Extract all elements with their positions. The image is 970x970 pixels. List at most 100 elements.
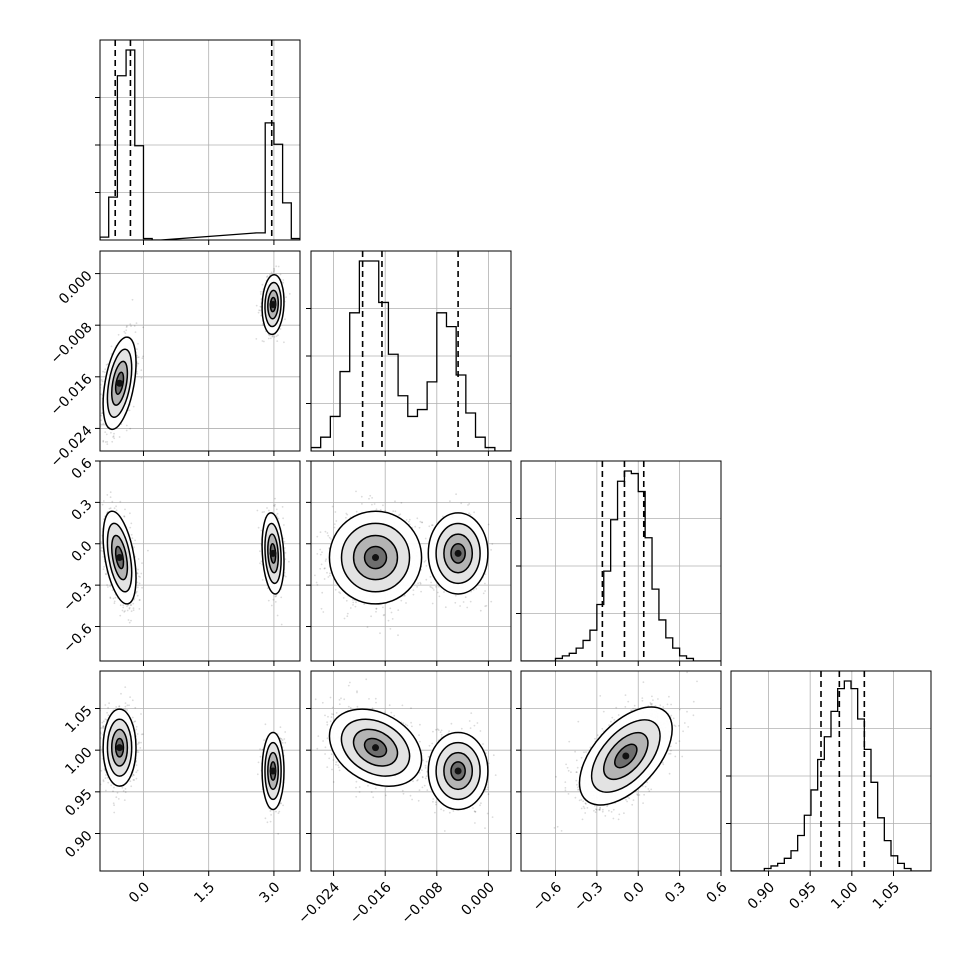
scatter-point <box>438 595 441 598</box>
scatter-point <box>106 363 109 366</box>
density-peak <box>269 549 277 557</box>
scatter-point <box>106 441 109 443</box>
scatter-point <box>430 586 433 589</box>
scatter-point <box>352 601 355 604</box>
scatter-point <box>273 336 276 338</box>
scatter-point <box>102 556 105 558</box>
scatter-point <box>363 603 366 606</box>
scatter-point <box>273 267 275 270</box>
scatter-point <box>384 509 387 512</box>
scatter-point <box>428 525 431 528</box>
scatter-point <box>460 502 463 505</box>
scatter-point <box>102 439 105 442</box>
scatter-point <box>282 281 285 284</box>
scatter-point <box>375 607 378 610</box>
scatter-point <box>122 604 125 607</box>
scatter-point <box>101 726 104 729</box>
scatter-point <box>326 532 329 534</box>
scatter-point <box>100 541 103 543</box>
scatter-point <box>326 571 328 574</box>
scatter-point <box>266 587 269 590</box>
scatter-point <box>266 507 268 509</box>
scatter-point <box>487 523 490 526</box>
scatter-point <box>102 568 105 571</box>
scatter-point <box>288 293 291 295</box>
scatter-point <box>425 565 428 567</box>
scatter-point <box>316 535 319 538</box>
scatter-point <box>102 422 105 425</box>
scatter-point <box>324 560 327 562</box>
scatter-point <box>257 526 260 529</box>
scatter-point <box>484 605 487 608</box>
scatter-point <box>127 619 130 621</box>
scatter-point <box>113 437 116 440</box>
scatter-point <box>131 699 134 702</box>
scatter-point <box>360 495 363 498</box>
panel-content <box>311 251 511 451</box>
scatter-point <box>129 512 131 515</box>
scatter-point <box>266 276 268 278</box>
scatter-point <box>375 607 378 610</box>
scatter-point <box>113 507 116 510</box>
scatter-point <box>355 601 357 604</box>
scatter-point <box>124 332 127 334</box>
scatter-point <box>352 599 354 601</box>
scatter-point <box>333 526 336 529</box>
scatter-point <box>105 433 108 436</box>
scatter-point <box>109 596 112 599</box>
scatter-point <box>113 602 116 605</box>
scatter-point <box>136 372 139 375</box>
scatter-point <box>101 380 104 383</box>
scatter-point <box>484 582 486 585</box>
scatter-point <box>277 517 280 520</box>
scatter-point <box>125 424 128 427</box>
scatter-point <box>131 298 134 301</box>
scatter-point <box>132 602 135 605</box>
scatter-point <box>104 368 107 371</box>
scatter-point <box>109 585 111 588</box>
scatter-point <box>147 549 149 552</box>
scatter-point <box>115 505 117 508</box>
scatter-point <box>349 607 352 609</box>
histogram-step <box>100 49 300 240</box>
scatter-point <box>412 589 415 591</box>
scatter-point <box>258 309 260 312</box>
scatter-point <box>109 597 112 600</box>
scatter-point <box>259 305 262 308</box>
scatter-point <box>468 512 470 515</box>
scatter-point <box>354 605 357 608</box>
scatter-point <box>382 614 385 617</box>
scatter-point <box>134 539 137 542</box>
scatter-point <box>126 325 128 327</box>
scatter-point <box>112 436 114 438</box>
scatter-point <box>119 500 122 503</box>
scatter-point <box>136 354 138 357</box>
scatter-point <box>328 536 331 539</box>
scatter-point <box>323 578 326 580</box>
scatter-point <box>269 337 272 340</box>
scatter-point <box>123 611 126 613</box>
scatter-point <box>345 599 348 602</box>
scatter-point <box>136 363 139 365</box>
scatter-point <box>141 357 144 360</box>
scatter-point <box>137 342 139 345</box>
scatter-point <box>121 609 124 612</box>
scatter-point <box>102 370 104 373</box>
scatter-point <box>482 592 485 595</box>
scatter-point <box>394 500 396 503</box>
scatter-point <box>400 502 403 504</box>
scatter-point <box>104 431 107 433</box>
scatter-point <box>389 628 392 630</box>
scatter-point <box>117 798 120 800</box>
scatter-point <box>414 525 417 528</box>
scatter-point <box>328 574 331 577</box>
scatter-point <box>346 615 349 618</box>
scatter-point <box>123 330 126 333</box>
scatter-point <box>139 599 141 601</box>
scatter-point <box>454 601 457 604</box>
scatter-point <box>459 605 461 607</box>
scatter-point <box>263 511 265 513</box>
scatter-point <box>135 591 138 594</box>
scatter-point <box>107 586 109 588</box>
scatter-point <box>133 325 136 327</box>
